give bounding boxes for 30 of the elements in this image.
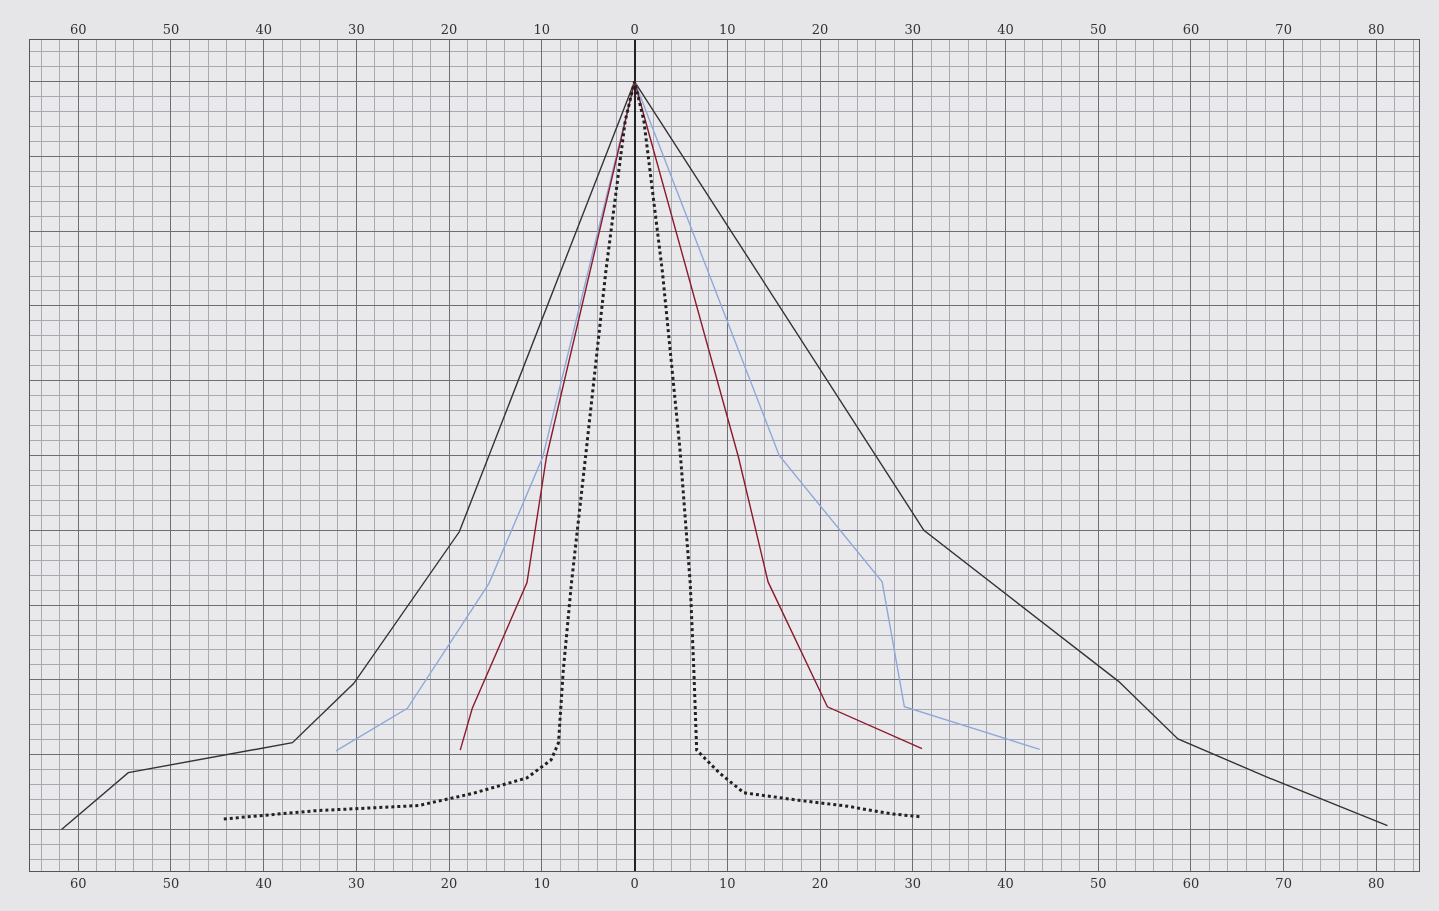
x-tick-label: 40	[997, 875, 1014, 891]
x-tick-label: 50	[162, 875, 180, 891]
x-tick-label: 80	[1368, 875, 1385, 891]
x2-tick-label: 70	[1275, 21, 1292, 37]
x2-tick-label: 60	[69, 21, 87, 37]
x-tick-label: 70	[1275, 875, 1292, 891]
x2-tick-label: 30	[348, 21, 365, 37]
x-tick-label: 10	[533, 875, 551, 891]
x2-tick-label: 40	[255, 21, 272, 37]
x-tick-label: 20	[811, 875, 829, 891]
x2-tick-label: 10	[719, 21, 736, 37]
x2-tick-label: 20	[440, 21, 458, 37]
x2-tick-label: 60	[1182, 21, 1200, 37]
x-tick-label: 30	[348, 875, 365, 891]
x2-tick-label: 0	[630, 21, 639, 37]
x2-tick-label: 40	[997, 21, 1014, 37]
x-tick-label: 50	[1089, 875, 1107, 891]
x-tick-label: 30	[904, 875, 921, 891]
x-tick-label: 60	[69, 875, 87, 891]
x2-tick-label: 50	[1089, 21, 1107, 37]
x-tick-label: 10	[719, 875, 736, 891]
x2-tick-label: 50	[162, 21, 180, 37]
x2-tick-label: 10	[533, 21, 551, 37]
x-tick-label: 60	[1182, 875, 1200, 891]
x2-tick-label: 80	[1368, 21, 1385, 37]
x2-tick-label: 20	[811, 21, 829, 37]
x-tick-label: 40	[255, 875, 272, 891]
x2-tick-label: 30	[904, 21, 921, 37]
x-tick-label: 0	[630, 875, 639, 891]
x-tick-label: 20	[440, 875, 458, 891]
